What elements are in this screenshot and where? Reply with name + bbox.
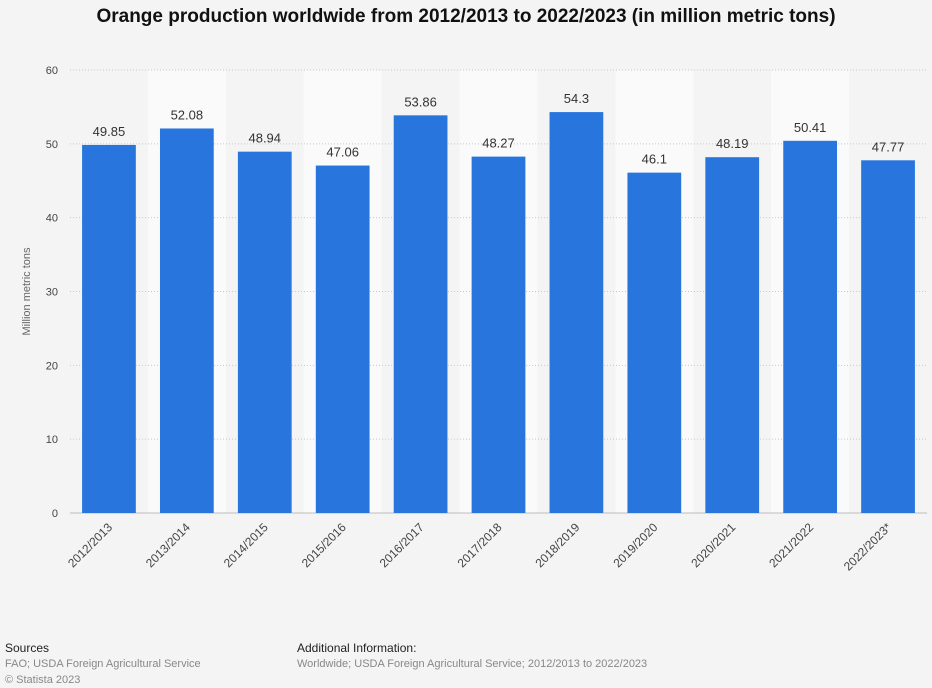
bar-chart: 0 10 20 30 40 50 60 Million metric tons 49.85 201… bbox=[21, 65, 927, 574]
y-tick-label: 10 bbox=[46, 434, 58, 446]
x-tick-label: 2019/2020 bbox=[610, 520, 660, 570]
bar bbox=[237, 151, 292, 513]
y-tick-label: 0 bbox=[52, 508, 58, 520]
bar bbox=[315, 165, 370, 513]
sources-heading: Sources bbox=[5, 641, 50, 655]
data-label: 47.06 bbox=[326, 145, 359, 160]
x-tick-label: 2020/2021 bbox=[688, 520, 738, 570]
y-tick-label: 60 bbox=[46, 65, 58, 77]
data-label: 48.94 bbox=[248, 131, 281, 146]
sources-block: Sources FAO; USDA Foreign Agricultural S… bbox=[5, 640, 201, 688]
copyright-text: © Statista 2023 bbox=[5, 674, 81, 686]
bar bbox=[549, 112, 604, 514]
data-label: 49.85 bbox=[93, 124, 126, 139]
x-tick-label: 2016/2017 bbox=[377, 520, 427, 570]
x-tick-label: 2017/2018 bbox=[455, 520, 505, 570]
x-tick-label: 2013/2014 bbox=[143, 520, 193, 570]
bar bbox=[705, 157, 760, 513]
y-axis-label: Million metric tons bbox=[21, 247, 33, 336]
y-tick-label: 30 bbox=[46, 287, 58, 299]
data-label: 46.1 bbox=[642, 152, 667, 167]
x-tick-label: 2012/2013 bbox=[65, 520, 115, 570]
sources-text: FAO; USDA Foreign Agricultural Service bbox=[5, 658, 201, 670]
x-tick-label: 2015/2016 bbox=[299, 520, 349, 570]
bar bbox=[861, 160, 915, 514]
additional-info-text: Worldwide; USDA Foreign Agricultural Ser… bbox=[297, 658, 648, 670]
x-tick-label: 2022/2023* bbox=[841, 520, 895, 574]
bar bbox=[627, 172, 682, 513]
data-label: 54.3 bbox=[564, 91, 589, 106]
data-label: 48.27 bbox=[482, 136, 515, 151]
x-tick-label: 2014/2015 bbox=[221, 520, 271, 570]
additional-info-block: Additional Information: Worldwide; USDA … bbox=[297, 640, 647, 672]
data-label: 53.86 bbox=[404, 94, 437, 109]
data-label: 48.19 bbox=[716, 136, 749, 151]
y-tick-label: 40 bbox=[46, 213, 58, 225]
bar bbox=[393, 115, 448, 513]
y-tick-label: 50 bbox=[46, 139, 58, 151]
data-label: 50.41 bbox=[794, 120, 827, 135]
chart-title: Orange production worldwide from 2012/20… bbox=[96, 6, 836, 27]
x-tick-label: 2021/2022 bbox=[766, 520, 816, 570]
additional-info-heading: Additional Information: bbox=[297, 641, 417, 655]
bar bbox=[159, 128, 214, 513]
x-tick-label: 2018/2019 bbox=[533, 520, 583, 570]
y-tick-label: 20 bbox=[46, 360, 58, 372]
bar bbox=[471, 156, 526, 513]
bar bbox=[783, 140, 838, 514]
bar bbox=[82, 144, 136, 513]
data-label: 52.08 bbox=[171, 107, 204, 122]
data-label: 47.77 bbox=[872, 139, 905, 154]
